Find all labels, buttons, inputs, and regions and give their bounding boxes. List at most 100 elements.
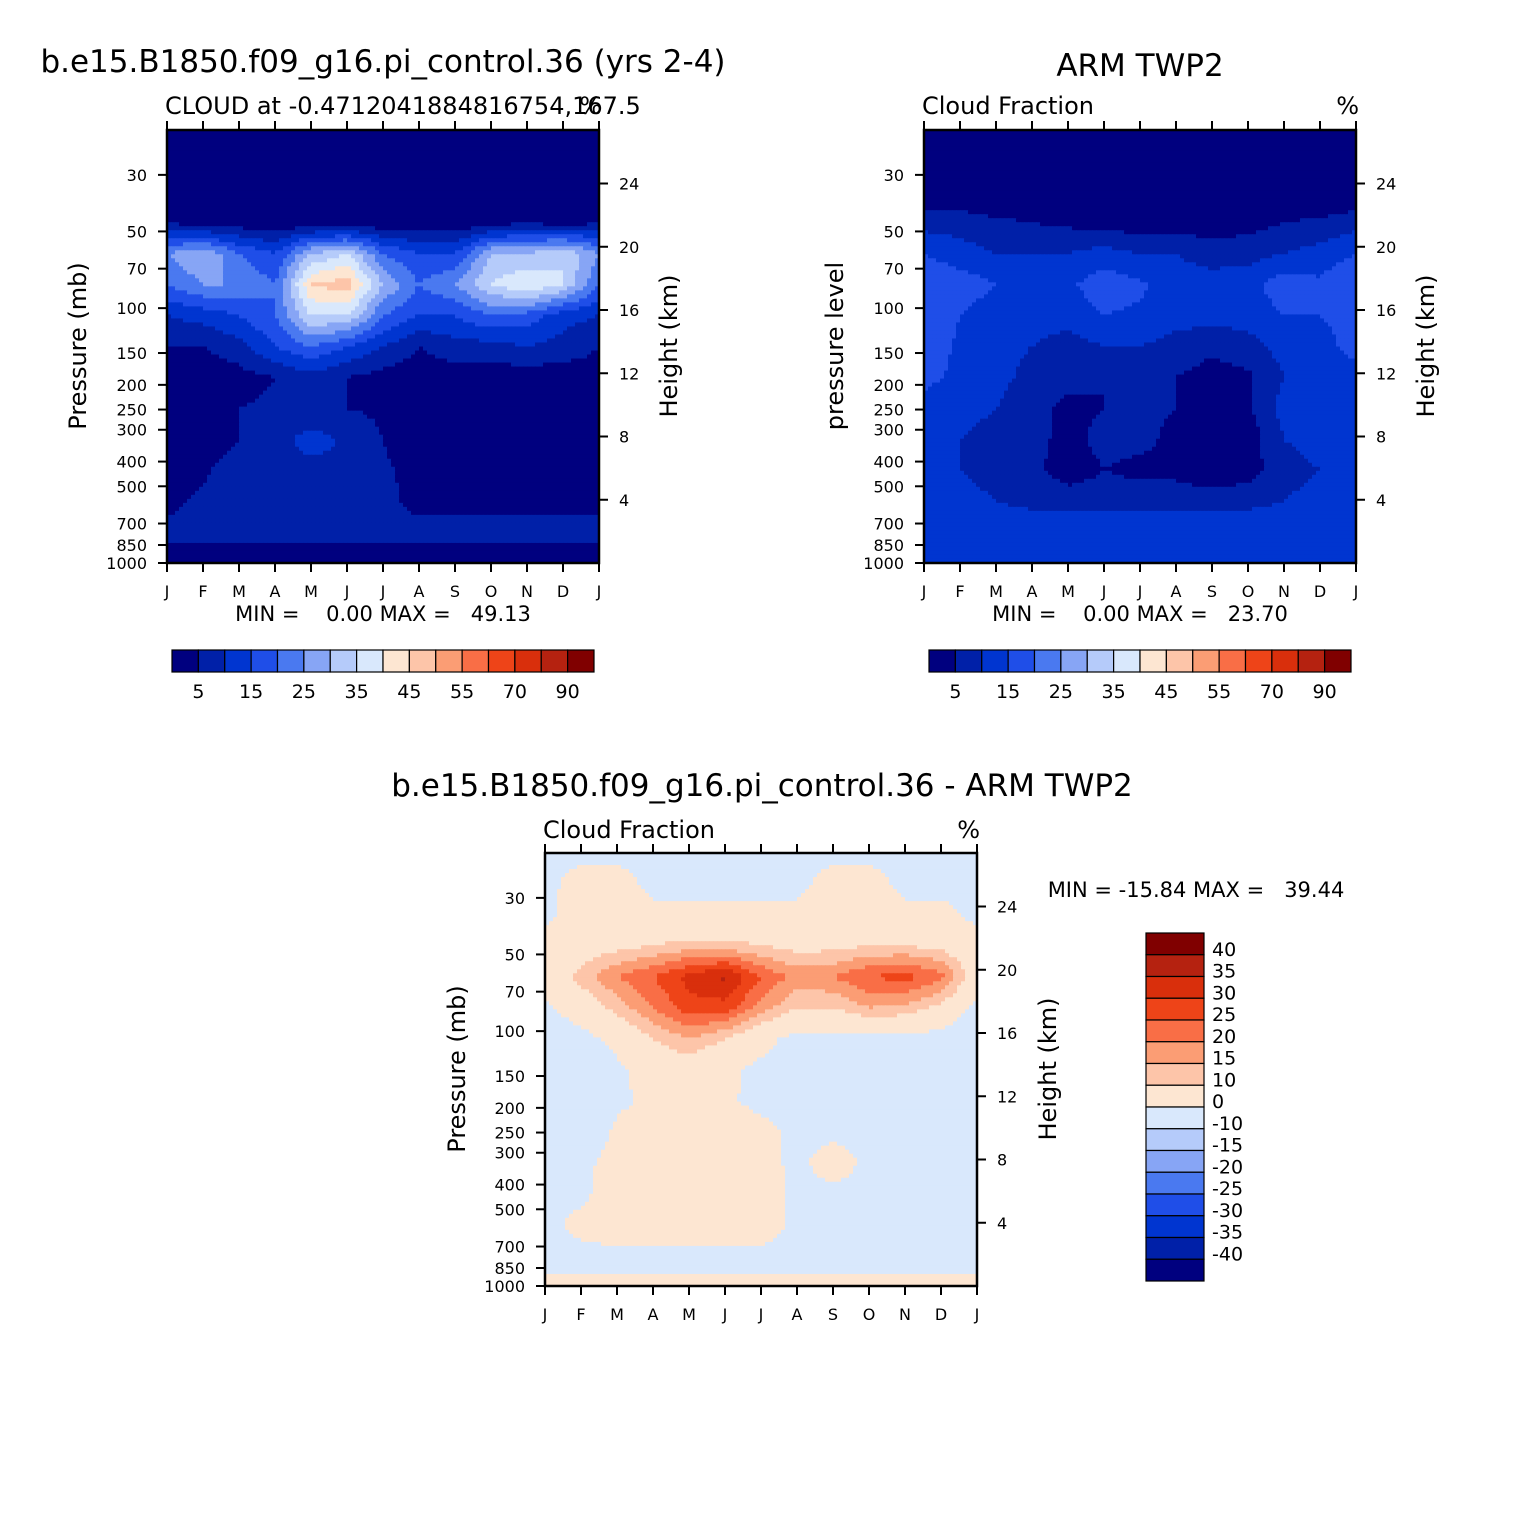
contour-cell [391, 150, 396, 155]
contour-cell [423, 162, 428, 167]
contour-cell [531, 150, 536, 155]
contour-cell [443, 158, 448, 163]
contour-cell [187, 166, 192, 171]
contour-cell [291, 138, 296, 143]
contour-cell [447, 170, 452, 175]
contour-cell [579, 138, 584, 143]
contour-cell [187, 150, 192, 155]
contour-cell [547, 134, 552, 139]
contour-cell [247, 150, 252, 155]
contour-cell [411, 138, 416, 143]
contour-cell [347, 138, 352, 143]
contour-cell [279, 170, 284, 175]
contour-cell [391, 170, 396, 175]
contour-cell [463, 174, 468, 179]
contour-cell [191, 142, 196, 147]
contour-cell [511, 142, 516, 147]
contour-cell [283, 138, 288, 143]
contour-cell [347, 178, 352, 183]
contour-cell [535, 178, 540, 183]
contour-cell [411, 178, 416, 183]
contour-cell [175, 182, 180, 187]
contour-cell [411, 150, 416, 155]
contour-cell [183, 154, 188, 159]
contour-cell [195, 158, 200, 163]
contour-cell [235, 142, 240, 147]
contour-cell [235, 154, 240, 159]
contour-cell [251, 178, 256, 183]
contour-cell [443, 166, 448, 171]
contour-cell [435, 142, 440, 147]
contour-cell [239, 146, 244, 151]
contour-cell [331, 182, 336, 187]
contour-cell [315, 158, 320, 163]
contour-cell [555, 178, 560, 183]
contour-cell [583, 150, 588, 155]
contour-cell [399, 158, 404, 163]
contour-cell [171, 166, 176, 171]
contour-cell [323, 170, 328, 175]
contour-cell [551, 142, 556, 147]
contour-cell [419, 162, 424, 167]
contour-cell [363, 174, 368, 179]
contour-cell [491, 166, 496, 171]
contour-cell [503, 178, 508, 183]
contour-cell [567, 166, 572, 171]
contour-cell [359, 166, 364, 171]
contour-cell [543, 146, 548, 151]
contour-cell [355, 178, 360, 183]
contour-cell [487, 134, 492, 139]
contour-cell [203, 162, 208, 167]
contour-cell [231, 158, 236, 163]
contour-cell [271, 134, 276, 139]
contour-cell [511, 166, 516, 171]
contour-cell [563, 138, 568, 143]
contour-cell [495, 170, 500, 175]
contour-cell [283, 134, 288, 139]
contour-cell [415, 154, 420, 159]
contour-cell [295, 150, 300, 155]
contour-cell [547, 162, 552, 167]
contour-cell [579, 178, 584, 183]
contour-cell [387, 182, 392, 187]
contour-cell [467, 134, 472, 139]
contour-cell [371, 138, 376, 143]
contour-cell [179, 134, 184, 139]
contour-cell [263, 134, 268, 139]
contour-cell [263, 182, 268, 187]
contour-cell [463, 134, 468, 139]
contour-cell [183, 158, 188, 163]
contour-cell [363, 162, 368, 167]
contour-cell [291, 134, 296, 139]
contour-cell [187, 170, 192, 175]
contour-cell [339, 138, 344, 143]
contour-cell [267, 182, 272, 187]
contour-cell [499, 182, 504, 187]
contour-cell [311, 138, 316, 143]
contour-cell [199, 166, 204, 171]
contour-cell [515, 138, 520, 143]
contour-cell [211, 178, 216, 183]
contour-cell [571, 182, 576, 187]
contour-cell [379, 174, 384, 179]
contour-cell [547, 182, 552, 187]
contour-cell [559, 166, 564, 171]
contour-cell [407, 170, 412, 175]
contour-cell [411, 154, 416, 159]
contour-cell [219, 154, 224, 159]
contour-cell [351, 166, 356, 171]
contour-cell [411, 166, 416, 171]
contour-cell [591, 134, 596, 139]
contour-cell [407, 174, 412, 179]
contour-cell [311, 134, 316, 139]
contour-cell [347, 146, 352, 151]
contour-cell [395, 134, 400, 139]
contour-cell [523, 174, 528, 179]
contour-cell [463, 170, 468, 175]
contour-cell [175, 178, 180, 183]
contour-cell [515, 158, 520, 163]
contour-cell [311, 150, 316, 155]
contour-cell [387, 170, 392, 175]
contour-cell [207, 170, 212, 175]
contour-cell [503, 134, 508, 139]
